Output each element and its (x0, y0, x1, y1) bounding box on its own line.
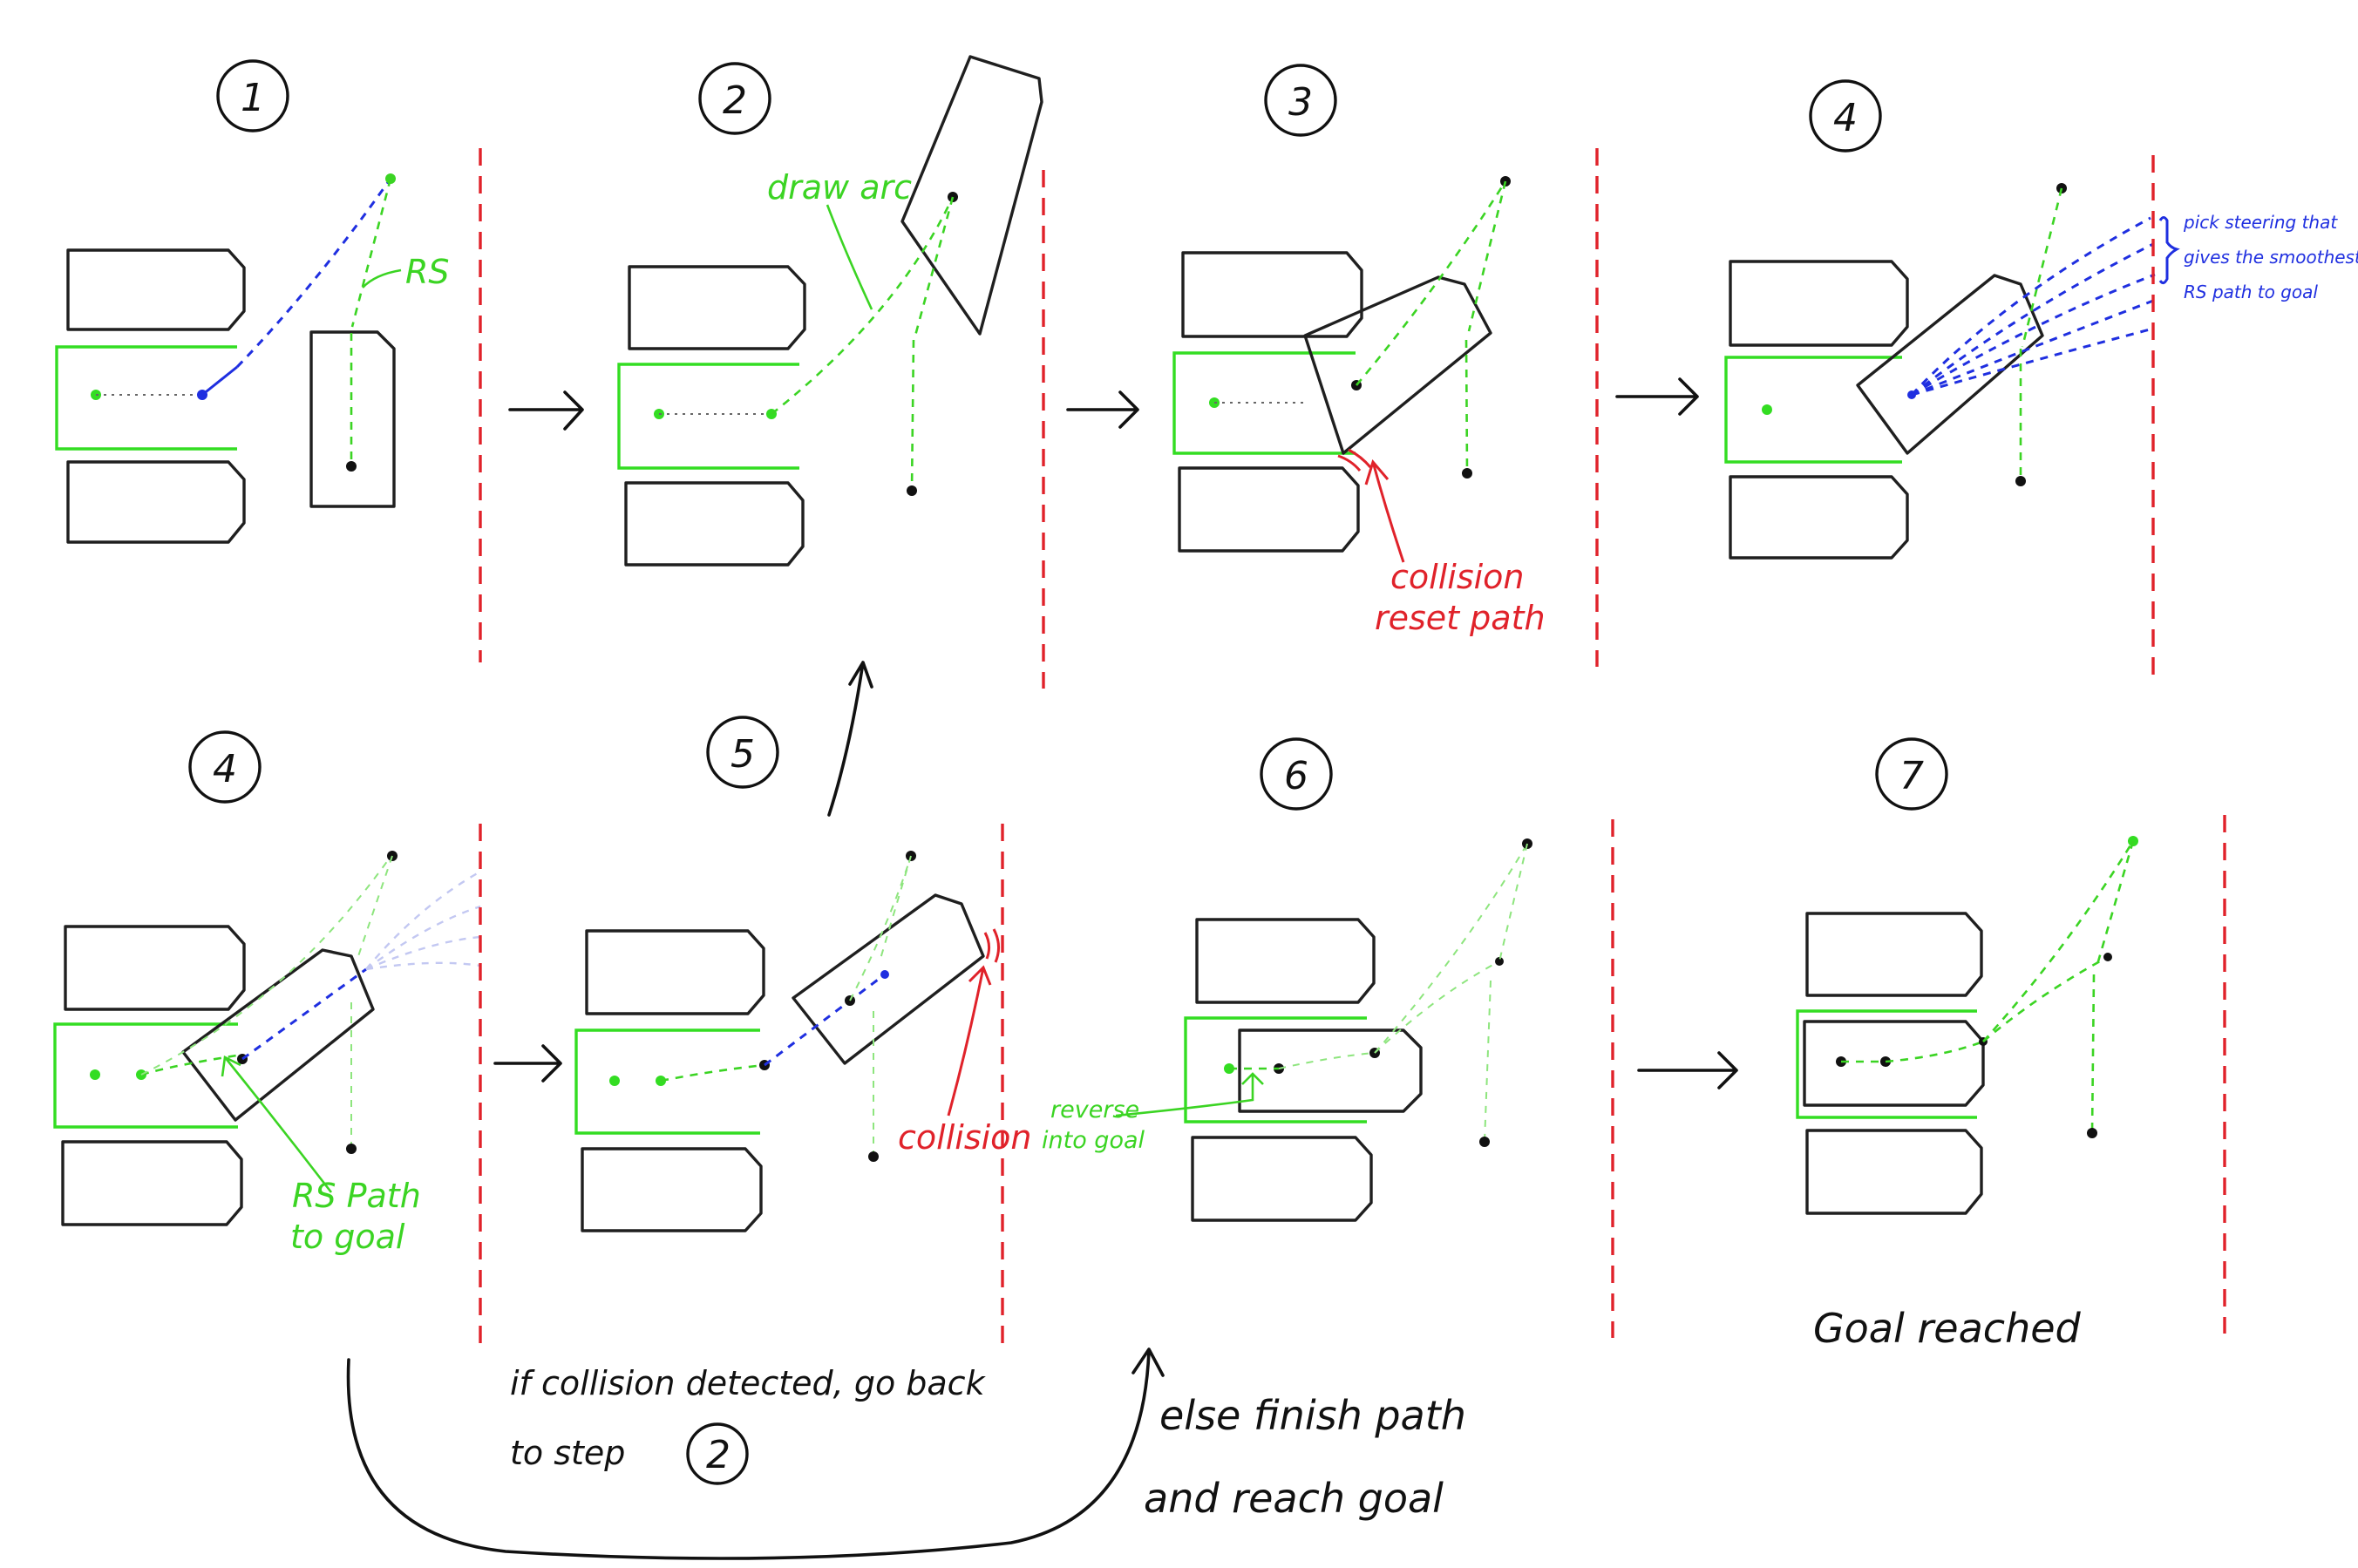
ego-car-parked (1803, 1020, 1985, 1107)
svg-text:6: 6 (1284, 754, 1308, 798)
collision-instruction-line2: to step (510, 1434, 625, 1472)
step-6-panel: 6 reverse into goal (1042, 737, 1614, 1338)
goal-slot (574, 1028, 760, 1135)
parked-car-top (1729, 260, 1909, 347)
svg-text:reset path: reset path (1375, 599, 1546, 637)
goal-slot (617, 363, 799, 470)
step-4-bottom-panel: 4 RS Path to goal (53, 730, 482, 1347)
parked-car-bottom (61, 1140, 243, 1226)
svg-text:3: 3 (1288, 80, 1313, 125)
parked-car-top (64, 925, 246, 1011)
ego-car-colliding (1303, 275, 1492, 455)
step-number-7: 7 (1875, 737, 1948, 811)
svg-text:4: 4 (213, 747, 237, 791)
svg-text:collision: collision (1390, 558, 1525, 596)
svg-text:gives the smoothest: gives the smoothest (2184, 247, 2358, 268)
flow-arrow (493, 1044, 562, 1083)
step-7-panel: 7 Goal reached (1796, 737, 2226, 1352)
goal-slot (55, 345, 237, 451)
loop-arrow (346, 1347, 1165, 1560)
step-number-2: 2 (698, 62, 771, 135)
parked-car-bottom (624, 481, 805, 567)
flow-arrow (1066, 390, 1139, 429)
ego-car (1238, 1028, 1423, 1113)
step-ref-2: 2 (686, 1422, 749, 1485)
ego-car-rotated (900, 55, 1043, 336)
svg-text:draw arc: draw arc (767, 168, 912, 207)
svg-text:5: 5 (731, 732, 755, 777)
svg-text:pick steering that: pick steering that (2183, 212, 2338, 233)
return-arrow (827, 661, 873, 817)
ego-car (181, 948, 375, 1122)
step-1-panel: 1 RS (55, 59, 482, 662)
svg-text:Goal reached: Goal reached (1813, 1305, 2082, 1352)
svg-text:collision: collision (898, 1118, 1032, 1157)
svg-text:to goal: to goal (290, 1218, 405, 1256)
flow-arrow (1637, 1051, 1738, 1089)
parked-car-top (66, 248, 246, 331)
parked-car-top (628, 265, 806, 350)
goal-slot (53, 1022, 238, 1129)
svg-text:1: 1 (241, 76, 265, 120)
step-2-panel: 2 draw arc (617, 55, 1045, 689)
ego-car (309, 330, 396, 508)
goal-slot (1172, 351, 1356, 455)
step-number-6: 6 (1260, 737, 1333, 811)
parked-car-bottom (1178, 466, 1360, 553)
else-instruction-line1: else finish path (1159, 1392, 1466, 1439)
collision-instruction-line1: if collision detected, go back (510, 1364, 987, 1402)
svg-text:7: 7 (1899, 754, 1924, 798)
parked-car-bottom (1191, 1136, 1373, 1222)
step-4-top-panel: 4 pick steering that gives the smoothest… (1724, 79, 2358, 678)
parked-car-top (1195, 918, 1376, 1004)
svg-text:RS path to goal: RS path to goal (2184, 282, 2318, 302)
ego-car-colliding (792, 893, 985, 1065)
svg-text:2: 2 (723, 78, 747, 123)
svg-text:2: 2 (706, 1433, 731, 1477)
step-number-5: 5 (706, 716, 779, 789)
else-instruction-line2: and reach goal (1144, 1475, 1444, 1522)
goal-slot (1796, 1009, 1977, 1119)
ego-car (1856, 274, 2044, 455)
goal-slot (1724, 356, 1902, 464)
flow-arrow (508, 390, 584, 431)
parked-car-bottom (66, 460, 246, 544)
step-number-4-bottom: 4 (188, 730, 262, 804)
svg-text:4: 4 (1833, 96, 1858, 140)
step-number-1: 1 (216, 59, 289, 132)
svg-text:RS: RS (405, 253, 450, 291)
step-5-panel: 5 collision (574, 716, 1032, 1347)
parked-car-bottom (581, 1147, 763, 1232)
parked-car-top (585, 929, 765, 1015)
goal-slot (1184, 1016, 1367, 1123)
parked-car-top (1181, 251, 1363, 338)
svg-text:reverse: reverse (1050, 1096, 1139, 1123)
parked-car-bottom (1805, 1129, 1983, 1215)
svg-text:into goal: into goal (1042, 1127, 1145, 1154)
step-number-4-top: 4 (1809, 79, 1882, 153)
parked-car-top (1805, 912, 1983, 997)
svg-text:RS Path: RS Path (292, 1177, 421, 1215)
step-3-panel: 3 collision reset path (1172, 64, 1599, 667)
parked-car-bottom (1729, 475, 1909, 560)
step-number-3: 3 (1264, 64, 1337, 137)
flow-arrow (1615, 377, 1699, 416)
